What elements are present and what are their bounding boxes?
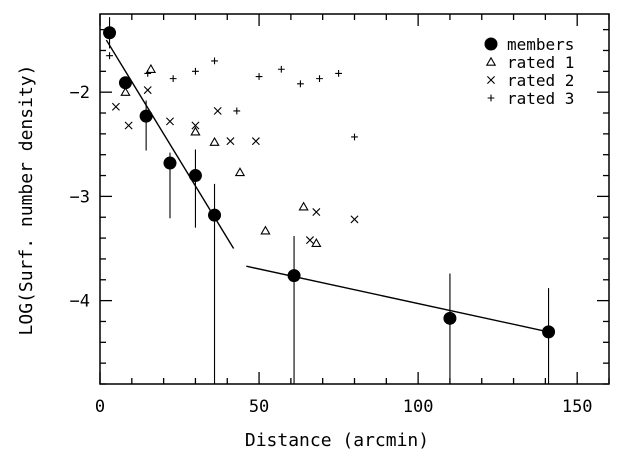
legend-marker-members (484, 37, 498, 51)
point-rated-3 (233, 107, 241, 115)
point-rated-3 (211, 57, 218, 65)
point-members (118, 76, 132, 90)
point-rated-3 (351, 133, 358, 141)
legend-label-rated-3: rated 3 (507, 89, 574, 108)
point-rated-2 (312, 208, 321, 217)
point-rated-1 (145, 63, 157, 73)
point-members (287, 269, 301, 283)
point-rated-2 (124, 121, 133, 130)
point-rated-2 (226, 137, 235, 146)
legend-label-rated-2: rated 2 (507, 71, 574, 90)
point-rated-3 (106, 52, 113, 60)
point-members (163, 156, 177, 170)
point-rated-1 (298, 201, 309, 211)
point-members (443, 311, 457, 325)
point-rated-3 (277, 65, 285, 73)
legend-marker-rated-3 (487, 94, 495, 102)
point-rated-2 (213, 106, 222, 115)
point-rated-1 (120, 86, 131, 96)
legend-marker-rated-2 (487, 76, 495, 84)
x-tick-label: 0 (95, 397, 105, 417)
point-rated-3 (255, 73, 263, 80)
point-rated-2 (251, 137, 260, 146)
point-rated-3 (335, 70, 342, 77)
point-members (103, 26, 117, 40)
point-rated-2 (165, 117, 174, 126)
x-axis-label: Distance (arcmin) (245, 430, 429, 451)
point-rated-2 (143, 86, 152, 95)
point-rated-1 (260, 225, 271, 235)
point-members (188, 169, 202, 183)
point-rated-1 (190, 126, 201, 136)
point-rated-2 (350, 215, 359, 224)
legend-label-rated-1: rated 1 (507, 53, 574, 72)
point-rated-3 (297, 80, 304, 88)
markers (103, 26, 556, 339)
y-ticks: −2 −3 −4 (70, 28, 609, 385)
x-tick-label: 150 (562, 397, 593, 417)
x-tick-label: 50 (249, 397, 269, 417)
x-tick-label: 100 (403, 397, 434, 417)
point-members (208, 208, 222, 222)
y-tick-label: −4 (70, 292, 90, 312)
y-tick-label: −2 (70, 83, 90, 103)
point-rated-3 (169, 75, 177, 83)
point-rated-3 (316, 75, 323, 83)
point-rated-1 (311, 237, 322, 247)
x-ticks: 0 50 100 150 (95, 14, 610, 417)
point-rated-1 (209, 136, 220, 146)
y-tick-label: −3 (70, 187, 90, 207)
y-axis-label: LOG(Surf. number density) (16, 65, 37, 336)
point-rated-1 (234, 167, 246, 177)
point-rated-2 (191, 121, 200, 130)
point-rated-3 (192, 67, 199, 75)
point-members (542, 325, 556, 339)
point-rated-2 (305, 236, 314, 245)
point-members (139, 109, 153, 123)
legend-marker-rated-1 (485, 56, 497, 66)
point-rated-2 (111, 102, 120, 111)
legend-label-members: members (507, 35, 574, 54)
